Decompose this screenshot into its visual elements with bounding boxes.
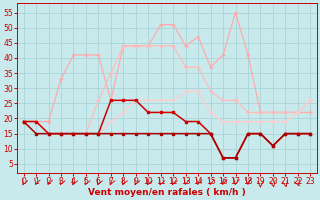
X-axis label: Vent moyen/en rafales ( km/h ): Vent moyen/en rafales ( km/h ) [88,188,246,197]
